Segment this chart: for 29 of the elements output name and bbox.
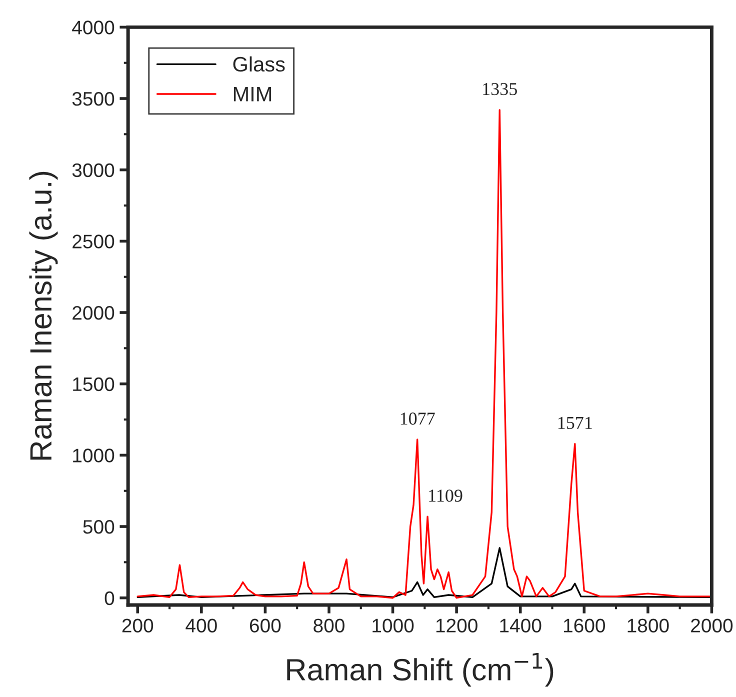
x-axis-title: Raman Shift (cm$^{−1}$) <box>287 652 554 687</box>
annotation: 1335 <box>483 83 517 96</box>
legend-label: MIM <box>234 86 272 102</box>
y-axis-title: Raman Inensity (a.u.) <box>29 172 58 460</box>
x-tick-label: 1000 <box>372 618 414 632</box>
y-tick-label: 3000 <box>72 163 114 178</box>
y-tick-label: 1500 <box>73 377 114 392</box>
y-tick-label: 2500 <box>72 234 114 248</box>
x-tick-label: 400 <box>186 618 217 632</box>
line-series <box>136 109 712 599</box>
legend-label: Glass <box>233 56 285 72</box>
annotation: 1109 <box>429 490 462 502</box>
line-series <box>136 547 712 598</box>
x-tick-label: 1200 <box>436 618 478 632</box>
x-tick-label: 1800 <box>628 618 669 632</box>
x-tick-label: 2000 <box>691 618 733 632</box>
x-tick-label: 1600 <box>564 618 606 632</box>
y-tick-label: 0 <box>104 591 114 606</box>
x-tick-label: 600 <box>250 618 281 632</box>
x-tick-label: 800 <box>314 618 344 632</box>
annotation: 1077 <box>400 412 435 425</box>
annotation: 1571 <box>558 416 592 429</box>
x-tick-label: 200 <box>122 618 154 632</box>
y-tick-label: 500 <box>83 520 114 534</box>
y-tick-label: 4000 <box>72 20 114 34</box>
y-tick-label: 3500 <box>72 92 114 106</box>
x-tick-label: 1400 <box>500 618 542 632</box>
y-tick-label: 2000 <box>72 306 114 320</box>
y-tick-label: 1000 <box>73 448 114 462</box>
